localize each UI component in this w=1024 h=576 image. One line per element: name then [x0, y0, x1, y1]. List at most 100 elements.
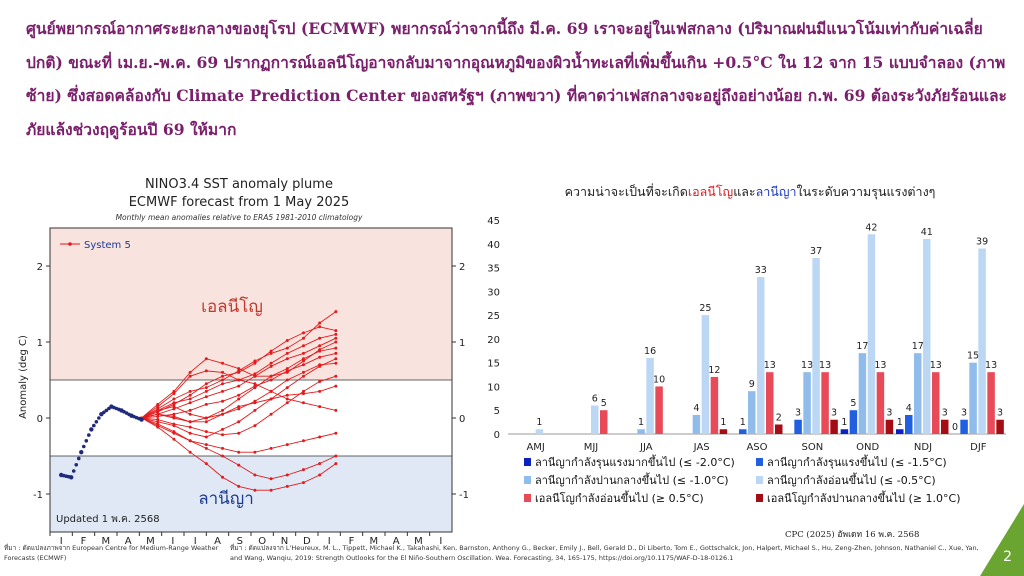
member-point — [334, 462, 338, 466]
bar-data-label: 10 — [653, 374, 665, 385]
observed-point — [74, 462, 79, 467]
member-point — [318, 325, 322, 329]
bar-data-label: 6 — [592, 393, 598, 404]
member-point — [253, 359, 257, 363]
member-point — [318, 363, 322, 367]
member-point — [301, 344, 305, 348]
bar-ASO-6 — [775, 424, 783, 434]
x-tick-label: J — [193, 536, 197, 544]
y-tick-label-left: -1 — [33, 490, 43, 501]
member-point — [253, 450, 257, 454]
member-point — [285, 397, 289, 401]
bar-DJF-4 — [978, 248, 986, 434]
member-point — [269, 374, 273, 378]
member-point — [253, 473, 257, 477]
member-point — [204, 420, 208, 424]
member-point — [237, 484, 241, 488]
member-point — [269, 412, 273, 416]
member-point — [188, 401, 192, 405]
member-point — [301, 357, 305, 361]
member-point — [237, 397, 241, 401]
y-tick-label: 25 — [487, 311, 500, 322]
member-point — [237, 420, 241, 424]
member-point — [221, 374, 225, 378]
member-point — [188, 439, 192, 443]
member-point — [269, 488, 273, 492]
x-tick-label: JAS — [693, 442, 710, 453]
bar-data-label: 9 — [749, 379, 755, 390]
member-point — [237, 384, 241, 388]
y-tick-label: 10 — [487, 382, 500, 393]
x-tick-label: NDJ — [914, 442, 932, 453]
bar-ASO-5 — [766, 372, 774, 434]
observed-point — [94, 420, 99, 424]
member-point — [204, 382, 208, 386]
plume-legend-label: System 5 — [84, 240, 131, 251]
bar-data-label: 33 — [755, 265, 767, 276]
member-point — [204, 386, 208, 390]
observed-point — [79, 450, 84, 455]
bar-data-label: 1 — [536, 417, 542, 428]
observed-point — [66, 474, 71, 479]
observed-point — [89, 427, 94, 432]
bar-JAS-5 — [710, 376, 719, 434]
member-point — [188, 408, 192, 412]
legend-label-4: ลานีญากำลังอ่อนขึ้นไป (≤ -0.5°C) — [767, 472, 936, 487]
member-point — [285, 369, 289, 373]
page-number: 2 — [1003, 549, 1012, 565]
source-right: ที่มา : ดัดแปลงจาก L'Heureux, M. L., Tip… — [230, 544, 979, 562]
member-point — [188, 370, 192, 374]
bar-DJF-3 — [969, 362, 977, 434]
bar-data-label: 13 — [874, 360, 886, 371]
member-point — [204, 446, 208, 450]
member-point — [301, 468, 305, 472]
member-point — [172, 422, 176, 426]
y-tick-label: 5 — [494, 406, 500, 417]
bar-OND-4 — [867, 234, 876, 434]
plume-regions — [50, 228, 452, 532]
member-point — [188, 389, 192, 393]
member-point — [318, 435, 322, 439]
bar-OND-6 — [885, 419, 894, 434]
member-point — [334, 408, 338, 412]
bar-data-label: 5 — [850, 398, 856, 409]
bar-data-label: 12 — [708, 365, 720, 376]
title-part-1: ความน่าจะเป็นที่จะเกิด — [565, 183, 688, 199]
member-point — [156, 422, 160, 426]
legend-swatch-4 — [756, 476, 763, 484]
member-point — [318, 473, 322, 477]
member-point — [301, 370, 305, 374]
x-tick-label: M — [414, 536, 423, 544]
member-point — [172, 412, 176, 416]
member-point — [334, 310, 338, 314]
lanina-region-label: ลานีญา — [198, 489, 254, 509]
plume-observed — [58, 404, 144, 480]
member-point — [204, 357, 208, 361]
x-tick-label: SON — [801, 442, 823, 453]
bar-JAS-4 — [701, 315, 710, 434]
bar-OND-2 — [849, 410, 858, 434]
member-point — [237, 370, 241, 374]
member-point — [221, 427, 225, 431]
observed-point — [84, 439, 89, 443]
plume-members — [140, 310, 338, 492]
plume-title: NINO3.4 SST anomaly plume — [145, 177, 333, 192]
member-point — [334, 431, 338, 435]
member-point — [172, 405, 176, 409]
bar-AMJ-4 — [535, 429, 544, 434]
x-tick-label: D — [303, 536, 311, 544]
y-tick-label-left: 1 — [37, 338, 43, 349]
bar-data-label: 5 — [601, 398, 607, 409]
member-point — [285, 367, 289, 371]
member-point — [318, 321, 322, 325]
member-point — [156, 408, 160, 412]
member-point — [172, 430, 176, 434]
member-point — [172, 401, 176, 405]
member-point — [285, 378, 289, 382]
legend-label-3: ลานีญากำลังปานกลางขึ้นไป (≤ -1.0°C) — [535, 472, 729, 487]
member-point — [221, 389, 225, 393]
bar-OND-1 — [840, 429, 849, 434]
member-point — [269, 389, 273, 393]
member-point — [318, 355, 322, 359]
bar-data-label: 16 — [644, 346, 656, 357]
